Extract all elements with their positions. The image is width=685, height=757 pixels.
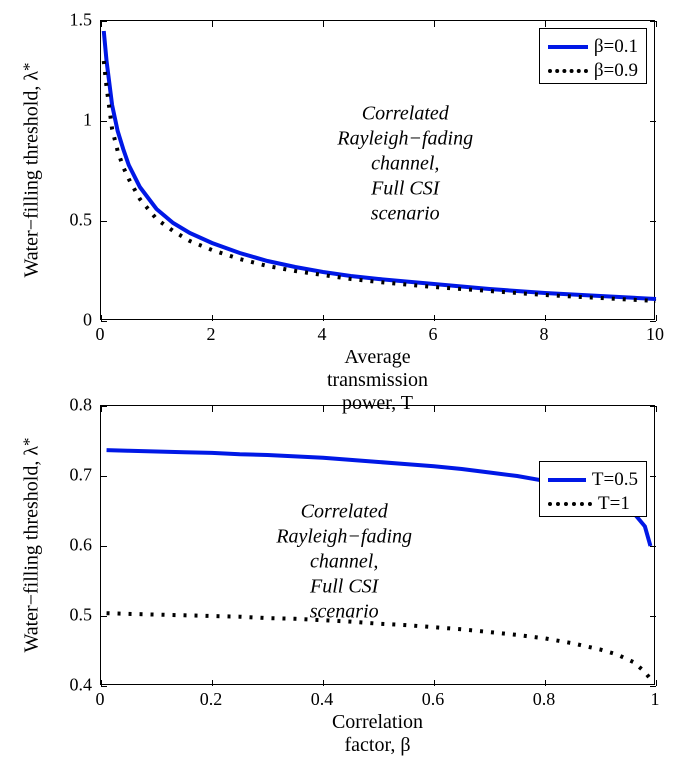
y-tick-right [650,406,656,407]
y-tick-label: 0.5 [70,605,93,626]
bottom-annotation: Correlated Rayleigh−fading channel,Full … [276,499,412,624]
x-tick-top [434,21,435,27]
figure: Water−filling threshold, λ* Average tran… [0,0,685,739]
annotation-line: Full CSI scenario [337,177,473,227]
y-tick-right [650,686,656,687]
x-tick-label: 0.6 [422,689,445,710]
legend-entry: β=0.9 [548,59,638,83]
x-tick [656,680,657,686]
y-tick-label: 0.5 [70,210,93,231]
legend-label: β=0.9 [594,60,638,82]
bottom-legend: T=0.5T=1 [539,461,647,517]
x-tick-top [656,21,657,27]
y-tick-right [650,121,656,122]
y-tick-right [650,616,656,617]
y-tick-right [650,546,656,547]
x-tick [323,680,324,686]
top-legend: β=0.1β=0.9 [539,28,647,84]
legend-label: T=1 [598,493,630,515]
x-tick [212,680,213,686]
legend-entry: T=1 [548,492,638,516]
bottom-y-axis-label: Water−filling threshold, λ* [21,437,44,652]
y-tick-right [650,476,656,477]
x-tick [545,680,546,686]
x-tick-top [545,406,546,412]
x-tick-top [323,406,324,412]
top-y-axis-label: Water−filling threshold, λ* [21,62,44,277]
x-tick [434,680,435,686]
x-tick [545,315,546,321]
y-tick [101,546,107,547]
legend-label: T=0.5 [592,469,638,491]
y-tick [101,221,107,222]
x-tick-label: 2 [207,324,216,345]
x-tick-top [545,21,546,27]
y-tick [101,686,107,687]
x-tick [323,315,324,321]
annotation-line: Full CSI scenario [276,574,412,624]
legend-swatch [548,61,588,81]
x-tick-label: 0.2 [200,689,223,710]
y-tick-right [650,21,656,22]
x-tick-label: 0 [96,689,105,710]
x-tick-top [212,406,213,412]
x-tick-top [434,406,435,412]
x-tick-label: 0 [96,324,105,345]
legend-swatch [548,494,592,514]
y-tick-label: 0.4 [70,675,93,696]
annotation-line: Correlated Rayleigh−fading channel, [276,499,412,574]
top-annotation: Correlated Rayleigh−fading channel,Full … [337,102,473,227]
y-tick [101,406,107,407]
x-tick-label: 8 [540,324,549,345]
y-tick-label: 0 [83,310,92,331]
x-tick [434,315,435,321]
y-tick [101,321,107,322]
y-tick-label: 0.8 [70,395,93,416]
x-tick-label: 0.4 [311,689,334,710]
y-tick [101,21,107,22]
legend-entry: T=0.5 [548,468,638,492]
x-tick-top [656,406,657,412]
legend-swatch [548,37,588,57]
y-tick-right [650,221,656,222]
x-tick-top [212,21,213,27]
x-tick-label: 1 [651,689,660,710]
x-tick-top [323,21,324,27]
legend-entry: β=0.1 [548,35,638,59]
y-tick-label: 1.5 [70,10,93,31]
annotation-line: Correlated Rayleigh−fading channel, [337,102,473,177]
x-tick-label: 10 [646,324,664,345]
y-tick [101,121,107,122]
x-tick [656,315,657,321]
y-tick-label: 1 [83,110,92,131]
y-tick-label: 0.6 [70,535,93,556]
y-tick [101,476,107,477]
x-tick-label: 6 [429,324,438,345]
y-tick [101,616,107,617]
x-tick-label: 0.8 [533,689,556,710]
x-tick-label: 4 [318,324,327,345]
bottom-x-axis-label: Correlation factor, β [332,711,423,757]
y-tick-right [650,321,656,322]
y-tick-label: 0.7 [70,465,93,486]
legend-swatch [548,470,586,490]
legend-label: β=0.1 [594,36,638,58]
x-tick [212,315,213,321]
